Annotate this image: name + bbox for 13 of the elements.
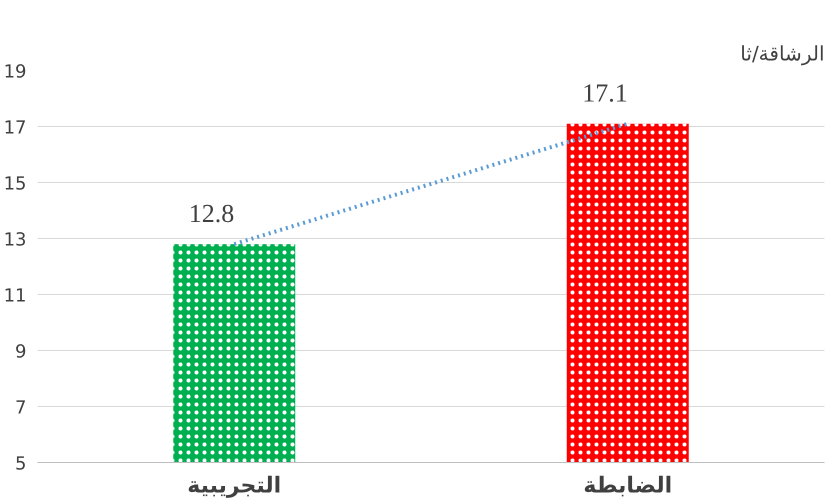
data-label: 12.8 (188, 199, 234, 228)
chart-title: الرشاقة/ثا (740, 42, 824, 66)
y-tick-label: 11 (4, 286, 26, 306)
x-tick-label: الضابطة (583, 474, 672, 498)
y-tick-label: 7 (15, 398, 26, 418)
y-tick-label: 17 (4, 118, 26, 138)
y-tick-label: 15 (4, 174, 26, 194)
data-label: 17.1 (582, 78, 628, 108)
y-tick-label: 5 (15, 454, 26, 474)
y-tick-label: 13 (4, 230, 26, 250)
y-tick-label: 19 (4, 62, 26, 82)
x-tick-label: التجريبية (187, 474, 282, 498)
y-tick-label: 9 (15, 342, 26, 362)
